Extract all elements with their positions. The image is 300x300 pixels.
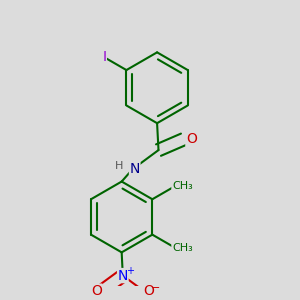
Text: I: I [102, 50, 106, 64]
Text: O: O [186, 132, 197, 146]
Text: N: N [130, 162, 140, 176]
Text: H: H [115, 161, 123, 171]
Text: +: + [126, 266, 134, 276]
Text: CH₃: CH₃ [172, 243, 193, 253]
Text: N: N [118, 268, 128, 283]
Text: −: − [151, 283, 160, 293]
Text: O: O [144, 284, 154, 298]
Text: CH₃: CH₃ [172, 181, 193, 191]
Text: O: O [91, 284, 102, 298]
